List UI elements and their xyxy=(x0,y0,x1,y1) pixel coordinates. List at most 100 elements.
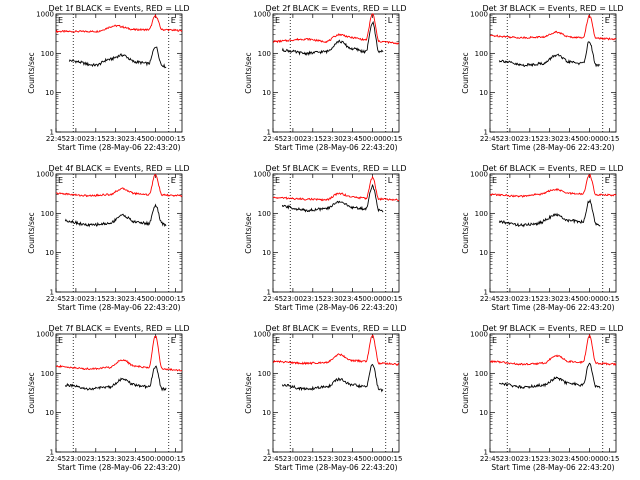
y-tick-label: 10 xyxy=(262,249,271,257)
y-tick-label: 1 xyxy=(267,129,271,137)
x-tick-label: 23:15 xyxy=(86,455,106,463)
events-series-line xyxy=(64,365,167,392)
x-tick-label: 22:45 xyxy=(46,135,66,143)
lld-series-line xyxy=(272,334,400,366)
y-tick-label: 100 xyxy=(41,210,54,218)
x-tick-label: 23:45 xyxy=(342,455,362,463)
x-tick-label: 23:45 xyxy=(125,135,145,143)
x-axis-label: Start Time (28-May-06 22:43:20) xyxy=(274,463,397,472)
lld-series-line xyxy=(56,335,183,372)
x-tick-label: 22:45 xyxy=(480,295,500,303)
lld-series-line xyxy=(489,173,617,198)
y-tick-label: 1000 xyxy=(253,331,271,339)
y-axis-label: Counts/sec xyxy=(27,52,36,93)
y-axis-label: Counts/sec xyxy=(244,52,253,93)
y-tick-label: 1 xyxy=(50,449,54,457)
x-tick-label: 22:45 xyxy=(263,455,283,463)
marker-label: E xyxy=(275,16,280,25)
chart-panel: Det 1f BLACK = Events, RED = LLD 22:45 23:… xyxy=(27,4,190,152)
plot-frame xyxy=(55,13,183,133)
y-tick-label: 100 xyxy=(41,50,54,58)
y-axis-label: Counts/sec xyxy=(461,212,470,253)
x-tick-label: 23:45 xyxy=(125,455,145,463)
marker-label: E xyxy=(605,336,610,345)
x-tick-label: 23:00 xyxy=(66,455,86,463)
events-series-line xyxy=(281,183,384,213)
lld-series-line xyxy=(273,13,400,45)
x-tick-label: 23:45 xyxy=(342,135,362,143)
x-tick-label: 00:15 xyxy=(165,135,185,143)
y-tick-label: 10 xyxy=(262,89,271,97)
plot-frame xyxy=(489,173,617,293)
x-tick-label: 00:15 xyxy=(165,455,185,463)
chart-title: Det 1f BLACK = Events, RED = LLD xyxy=(48,4,189,13)
marker-label: E xyxy=(492,336,497,345)
x-tick-label: 23:30 xyxy=(106,455,126,463)
x-axis-label: Start Time (28-May-06 22:43:20) xyxy=(57,463,180,472)
plot-frame xyxy=(489,13,617,133)
x-tick-label: 23:15 xyxy=(303,135,323,143)
y-axis-label: Counts/sec xyxy=(27,212,36,253)
x-tick-label: 22:45 xyxy=(46,455,66,463)
marker-label: E xyxy=(171,16,176,25)
chart-title: Det 9f BLACK = Events, RED = LLD xyxy=(482,324,623,333)
y-axis-label: Counts/sec xyxy=(244,212,253,253)
events-series-line xyxy=(281,363,384,393)
x-tick-label: 23:00 xyxy=(283,135,303,143)
y-tick-label: 1 xyxy=(50,289,54,297)
marker-label: E xyxy=(388,336,393,345)
x-tick-label: 23:30 xyxy=(106,295,126,303)
x-tick-label: 00:00 xyxy=(579,135,599,143)
x-tick-label: 23:45 xyxy=(559,295,579,303)
chart-title: Det 3f BLACK = Events, RED = LLD xyxy=(482,4,623,13)
x-axis-label: Start Time (28-May-06 22:43:20) xyxy=(491,143,614,152)
events-series-line xyxy=(68,46,167,69)
x-tick-label: 00:15 xyxy=(165,295,185,303)
chart-title: Det 6f BLACK = Events, RED = LLD xyxy=(482,164,623,173)
y-tick-label: 10 xyxy=(45,409,54,417)
x-tick-label: 23:00 xyxy=(283,455,303,463)
x-tick-label: 00:00 xyxy=(362,135,382,143)
x-axis-label: Start Time (28-May-06 22:43:20) xyxy=(57,143,180,152)
marker-label: E xyxy=(492,16,497,25)
x-tick-label: 23:00 xyxy=(500,455,520,463)
y-tick-label: 1000 xyxy=(36,331,54,339)
lld-series-line xyxy=(55,14,183,34)
marker-label: E xyxy=(492,176,497,185)
x-axis-label: Start Time (28-May-06 22:43:20) xyxy=(274,303,397,312)
x-tick-label: 22:45 xyxy=(480,135,500,143)
marker-label: E xyxy=(275,176,280,185)
marker-label: L xyxy=(388,176,393,185)
marker-label: E xyxy=(58,176,63,185)
y-tick-label: 1 xyxy=(267,289,271,297)
plot-frame xyxy=(55,173,183,293)
y-tick-label: 1000 xyxy=(36,11,54,19)
y-axis-label: Counts/sec xyxy=(461,372,470,413)
x-tick-label: 23:30 xyxy=(323,295,343,303)
marker-label: E xyxy=(275,336,280,345)
y-tick-label: 100 xyxy=(475,370,488,378)
y-tick-label: 100 xyxy=(258,210,271,218)
events-series-line xyxy=(64,203,167,228)
x-tick-label: 23:15 xyxy=(520,295,540,303)
x-tick-label: 00:00 xyxy=(145,295,165,303)
y-tick-label: 100 xyxy=(475,210,488,218)
plot-frame xyxy=(272,333,400,453)
marker-label: E xyxy=(58,336,63,345)
x-tick-label: 23:00 xyxy=(500,135,520,143)
marker-label: L xyxy=(388,16,393,25)
y-tick-label: 1000 xyxy=(470,331,488,339)
y-tick-label: 100 xyxy=(41,370,54,378)
chart-title: Det 8f BLACK = Events, RED = LLD xyxy=(265,324,406,333)
y-tick-label: 100 xyxy=(258,50,271,58)
y-tick-label: 10 xyxy=(479,89,488,97)
x-tick-label: 23:45 xyxy=(559,455,579,463)
x-tick-label: 22:45 xyxy=(263,295,283,303)
chart-title: Det 4f BLACK = Events, RED = LLD xyxy=(48,164,189,173)
y-axis-label: Counts/sec xyxy=(461,52,470,93)
